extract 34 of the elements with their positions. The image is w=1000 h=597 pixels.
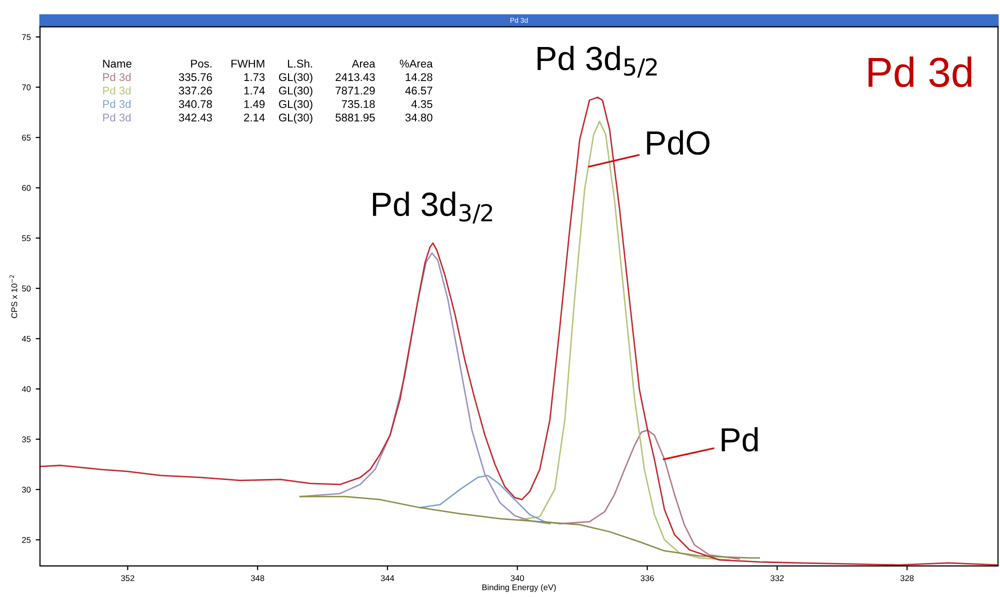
annotation: PdO	[647, 130, 710, 155]
annotation: Pd 3d$_{5/2}$	[538, 46, 657, 78]
y-tick-label: 75	[22, 34, 31, 40]
text: Pd 3d	[103, 86, 131, 95]
text: 340.78 1.49 GL(30) 735.18 4.35	[178, 100, 432, 110]
y-tick-label: 40	[22, 386, 31, 392]
x-tick-label: 328	[900, 575, 914, 582]
x-tick-label: 348	[250, 575, 264, 582]
x-axis-title: Binding Energy (eV)	[482, 584, 556, 592]
text: 337.26 1.74 GL(30) 7871.29 46.57	[178, 86, 432, 97]
text: Name Pos. FWHM L.Sh. Area %Area	[103, 59, 433, 68]
annotation: Pd 3d$_{3/2}$	[373, 192, 492, 224]
y-axis-title: CPS x 10$^{−2}$	[10, 275, 18, 318]
y-tick-label: 25	[22, 537, 31, 543]
y-tick-label: 30	[22, 486, 31, 493]
y-tick-label: 35	[22, 436, 31, 442]
x-tick-label: 352	[121, 575, 134, 582]
y-tick-label: 60	[22, 184, 31, 191]
x-tick-label: 340	[510, 575, 524, 582]
text: Pd 3d	[103, 113, 131, 122]
text: 335.76 1.73 GL(30) 2413.43 14.28	[178, 72, 432, 84]
y-tick-label: 45	[22, 336, 31, 342]
text: Pd 3d	[103, 72, 131, 82]
y-tick-label: 65	[22, 134, 31, 141]
x-tick-label: 332	[770, 575, 784, 582]
x-tick-label: 336	[640, 575, 654, 582]
annotation: Pd 3d	[868, 56, 972, 88]
text: Pd 3d	[103, 100, 131, 108]
y-tick-label: 50	[22, 286, 31, 292]
y-tick-label: 70	[22, 84, 31, 90]
y-tick-label: 55	[22, 235, 31, 242]
x-tick-label: 344	[380, 575, 394, 582]
text: 342.43 2.14 GL(30) 5881.95 34.80	[178, 113, 432, 124]
annotation: Pd	[722, 427, 758, 452]
